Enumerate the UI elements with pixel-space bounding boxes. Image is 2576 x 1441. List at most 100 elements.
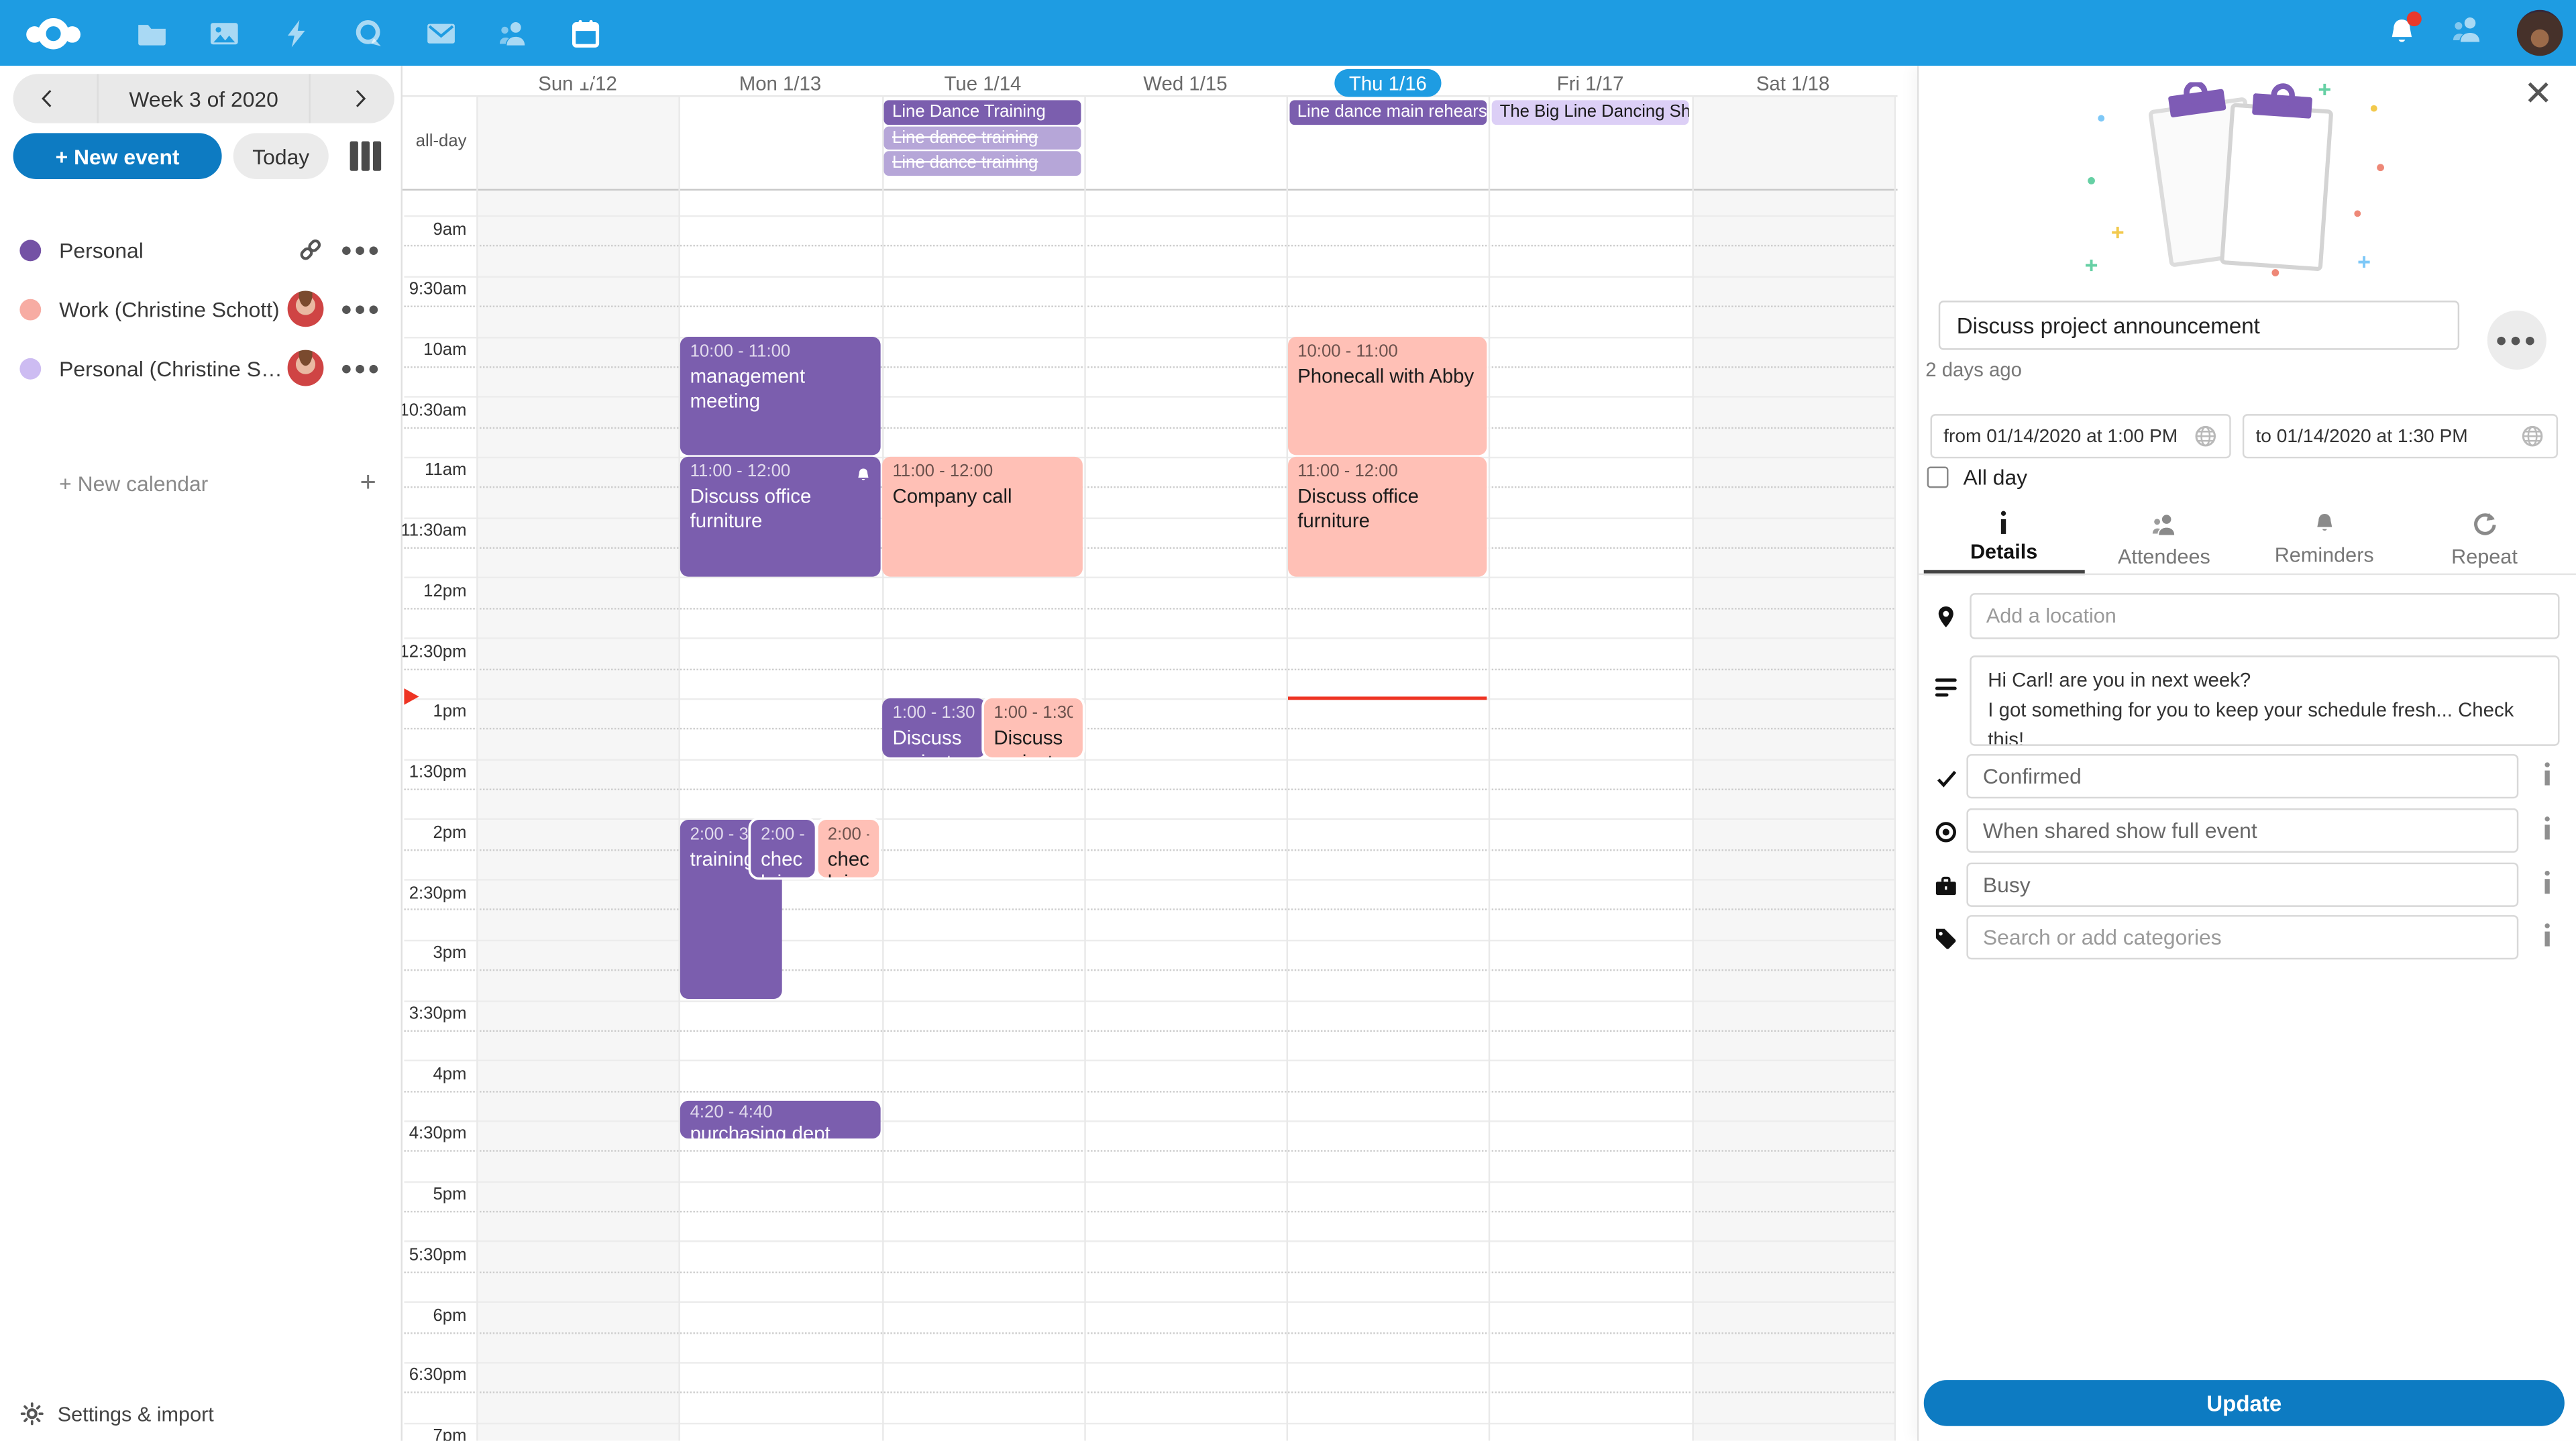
current-time-line bbox=[1288, 696, 1488, 700]
start-datetime-field[interactable]: from 01/14/2020 at 1:00 PM bbox=[1930, 414, 2231, 459]
event-title: Discuss office furniture bbox=[690, 485, 812, 533]
app-mail-icon[interactable] bbox=[424, 16, 457, 49]
calendar-color-dot[interactable] bbox=[19, 239, 42, 261]
notifications-bell-icon[interactable] bbox=[2385, 11, 2422, 49]
update-button[interactable]: Update bbox=[1923, 1380, 2565, 1427]
timezone-globe-icon[interactable] bbox=[2520, 424, 2545, 449]
calendar-event[interactable]: 4:20 - 4:40 purchasing dept bbox=[680, 1101, 880, 1140]
event-time: 10:00 - 11:00 bbox=[1297, 341, 1398, 362]
tab-details[interactable]: Details bbox=[1924, 502, 2084, 575]
status-value: Confirmed bbox=[1982, 763, 2082, 789]
all-day-event[interactable]: Line dance training bbox=[883, 125, 1082, 150]
settings-import-button[interactable]: Settings & import bbox=[19, 1401, 214, 1426]
end-datetime-field[interactable]: to 01/14/2020 at 1:30 PM bbox=[2242, 414, 2559, 459]
time-axis-label: 11am bbox=[425, 460, 467, 481]
topbar-right bbox=[2385, 0, 2563, 66]
day-header[interactable]: Mon 1/13 bbox=[739, 72, 822, 96]
contacts-menu-icon[interactable] bbox=[2451, 12, 2484, 53]
timezone-globe-icon[interactable] bbox=[2193, 424, 2218, 449]
day-header-today[interactable]: Thu 1/16 bbox=[1334, 68, 1442, 97]
all-day-event[interactable]: The Big Line Dancing Show bbox=[1491, 100, 1690, 124]
tab-attendees[interactable]: Attendees bbox=[2084, 502, 2245, 575]
day-header[interactable]: Tue 1/14 bbox=[944, 72, 1022, 96]
categories-input[interactable] bbox=[1966, 915, 2519, 960]
description-textarea[interactable]: Hi Carl! are you in next week? I got som… bbox=[1970, 655, 2560, 746]
calendar-event[interactable]: 11:00 - 12:00 Discuss office furniture bbox=[1287, 457, 1488, 576]
calendar-color-dot[interactable] bbox=[19, 298, 42, 320]
week-label[interactable]: Week 3 of 2020 bbox=[129, 86, 278, 111]
freebusy-select[interactable]: Busy bbox=[1966, 862, 2519, 907]
calendar-event[interactable]: 11:00 - 12:00 Company call bbox=[882, 457, 1083, 576]
end-datetime-value: to 01/14/2020 at 1:30 PM bbox=[2255, 426, 2468, 446]
day-header[interactable]: Fri 1/17 bbox=[1556, 72, 1624, 96]
view-toggle-icon[interactable] bbox=[350, 141, 380, 171]
calendar-sidebar: Week 3 of 2020 + New event Today Persona… bbox=[0, 65, 403, 1441]
last-modified-label: 2 days ago bbox=[1925, 358, 2023, 382]
event-title-input[interactable] bbox=[1938, 301, 2460, 350]
status-select[interactable]: Confirmed bbox=[1966, 754, 2519, 799]
reminder-bell-icon bbox=[853, 464, 871, 494]
today-button[interactable]: Today bbox=[233, 133, 329, 179]
gridline-15min bbox=[404, 1151, 1894, 1153]
column-divider bbox=[1083, 95, 1086, 1441]
categories-info-icon[interactable] bbox=[2540, 923, 2553, 946]
gridline-15min bbox=[404, 366, 1894, 368]
nextcloud-logo-icon[interactable] bbox=[26, 17, 81, 50]
header-divider bbox=[402, 95, 1898, 97]
tab-reminders[interactable]: Reminders bbox=[2244, 502, 2404, 575]
status-info-icon[interactable] bbox=[2540, 762, 2553, 785]
time-axis-label: 4:30pm bbox=[409, 1124, 467, 1144]
event-time: 11:00 - 12:00 bbox=[892, 462, 994, 482]
calendar-event[interactable]: 1:00 - 1:30 Discuss project bbox=[983, 698, 1083, 757]
calendar-event[interactable]: 11:00 - 12:00 Discuss office furniture bbox=[680, 457, 880, 576]
calendar-event[interactable]: 10:00 - 11:00 management meeting bbox=[680, 337, 880, 456]
app-contacts-icon[interactable] bbox=[496, 16, 529, 49]
all-day-divider bbox=[402, 189, 1898, 191]
freebusy-info-icon[interactable] bbox=[2540, 870, 2553, 894]
next-week-button[interactable] bbox=[341, 81, 378, 117]
attendees-icon bbox=[2152, 515, 2174, 535]
gridline-15min bbox=[404, 547, 1894, 549]
event-actions-menu-icon[interactable]: ●●● bbox=[2487, 310, 2546, 370]
day-header[interactable]: Wed 1/15 bbox=[1143, 72, 1228, 96]
calendar-event[interactable]: 10:00 - 11:00 Phonecall with Abby bbox=[1287, 337, 1488, 456]
all-day-event[interactable]: Line Dance Training bbox=[883, 100, 1082, 124]
calendar-color-dot[interactable] bbox=[19, 357, 42, 379]
calendar-actions-icon[interactable]: ●●● bbox=[340, 297, 382, 321]
calendar-list-item[interactable]: Personal ●●● bbox=[0, 220, 402, 279]
tab-repeat[interactable]: Repeat bbox=[2404, 502, 2565, 575]
calendar-event[interactable]: 1:00 - 1:30 Discuss project announcement bbox=[882, 698, 985, 757]
close-icon[interactable]: ✕ bbox=[2524, 75, 2553, 113]
calendar-list-item[interactable]: Work (Christine Schott) ●●● bbox=[0, 279, 402, 338]
time-axis-label: 4pm bbox=[433, 1064, 467, 1084]
calendar-event[interactable]: 2:00 - 2:30check-in bbox=[751, 819, 815, 878]
day-header[interactable]: Sat 1/18 bbox=[1756, 72, 1830, 96]
app-photos-icon[interactable] bbox=[207, 16, 240, 49]
calendar-actions-icon[interactable]: ●●● bbox=[340, 238, 382, 262]
gridline-30min bbox=[404, 577, 1894, 579]
visibility-info-icon[interactable] bbox=[2540, 816, 2553, 839]
sidebar-actions: + New event Today bbox=[13, 133, 394, 179]
share-link-icon[interactable] bbox=[298, 237, 324, 263]
gridline-30min bbox=[404, 1422, 1894, 1424]
app-talk-icon[interactable] bbox=[352, 16, 384, 49]
visibility-select[interactable]: When shared show full event bbox=[1966, 808, 2519, 853]
all-day-checkbox-label[interactable]: All day bbox=[1963, 465, 2028, 490]
app-activity-icon[interactable] bbox=[279, 16, 312, 49]
previous-week-button[interactable] bbox=[30, 81, 66, 117]
user-avatar[interactable] bbox=[2516, 9, 2563, 56]
calendar-actions-icon[interactable]: ●●● bbox=[340, 356, 382, 380]
new-event-button[interactable]: + New event bbox=[13, 133, 222, 179]
all-day-checkbox[interactable] bbox=[1927, 466, 1949, 488]
active-app-indicator bbox=[573, 70, 596, 83]
calendar-list-item[interactable]: Personal (Christine Schott) ●●● bbox=[0, 338, 402, 397]
location-input[interactable] bbox=[1970, 593, 2560, 639]
all-day-event[interactable]: Line dance main rehearsal bbox=[1289, 100, 1487, 124]
new-calendar-button[interactable]: + New calendar + bbox=[0, 460, 402, 506]
clipboard-illustration bbox=[2085, 82, 2384, 276]
all-day-event[interactable]: Line dance training bbox=[883, 152, 1082, 176]
app-files-icon[interactable] bbox=[135, 16, 168, 49]
app-calendar-icon[interactable] bbox=[568, 16, 601, 83]
gridline-15min bbox=[404, 1271, 1894, 1273]
calendar-event[interactable]: 2:00 - 2:30check-in bbox=[818, 819, 880, 878]
